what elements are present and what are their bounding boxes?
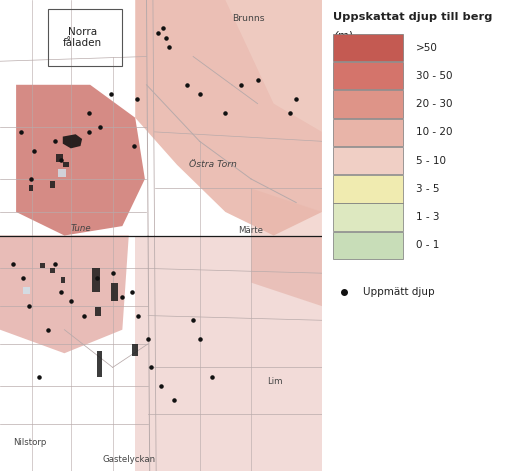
Point — [154, 29, 162, 37]
FancyBboxPatch shape — [333, 119, 404, 146]
Point — [34, 373, 43, 381]
FancyBboxPatch shape — [40, 263, 45, 268]
Text: Gastelyckan: Gastelyckan — [102, 455, 155, 464]
Point — [128, 288, 136, 296]
Polygon shape — [16, 85, 145, 236]
Point — [118, 293, 126, 300]
Point — [147, 364, 155, 371]
Point — [183, 81, 191, 89]
Text: 5 - 10: 5 - 10 — [416, 155, 446, 166]
Point — [221, 109, 229, 117]
FancyBboxPatch shape — [61, 277, 65, 283]
Point — [80, 312, 88, 319]
FancyBboxPatch shape — [333, 232, 404, 259]
Text: Brunns: Brunns — [232, 14, 265, 24]
Text: Nilstorp: Nilstorp — [13, 438, 46, 447]
Text: Norra
fåladen: Norra fåladen — [62, 27, 102, 49]
FancyBboxPatch shape — [333, 62, 404, 89]
Text: >50: >50 — [416, 42, 438, 53]
Text: Östra Torn: Östra Torn — [189, 160, 236, 170]
Polygon shape — [225, 0, 322, 132]
FancyBboxPatch shape — [92, 268, 100, 292]
Point — [134, 312, 142, 319]
Polygon shape — [135, 0, 322, 236]
FancyBboxPatch shape — [333, 90, 404, 118]
FancyBboxPatch shape — [29, 185, 33, 191]
Point — [44, 326, 52, 333]
Polygon shape — [135, 236, 322, 471]
FancyBboxPatch shape — [95, 307, 101, 316]
FancyBboxPatch shape — [63, 162, 68, 167]
Point — [108, 269, 117, 277]
FancyBboxPatch shape — [58, 169, 66, 177]
FancyBboxPatch shape — [96, 351, 102, 377]
Point — [57, 288, 65, 296]
Text: Märte: Märte — [238, 226, 263, 236]
Polygon shape — [63, 134, 82, 148]
Point — [92, 274, 100, 282]
Point — [133, 95, 141, 103]
Point — [67, 298, 75, 305]
Point — [18, 274, 26, 282]
Polygon shape — [251, 188, 322, 306]
Text: (m): (m) — [333, 31, 353, 41]
FancyBboxPatch shape — [333, 175, 404, 203]
Point — [25, 302, 33, 310]
Point — [144, 335, 152, 343]
Point — [96, 123, 104, 131]
Point — [254, 76, 262, 84]
Point — [26, 175, 34, 183]
Point — [196, 90, 204, 98]
Point — [30, 147, 38, 154]
FancyBboxPatch shape — [56, 154, 63, 162]
Text: 30 - 50: 30 - 50 — [416, 71, 453, 81]
FancyBboxPatch shape — [333, 147, 404, 174]
FancyBboxPatch shape — [333, 203, 404, 231]
FancyBboxPatch shape — [333, 34, 404, 61]
Point — [208, 373, 216, 381]
Point — [85, 109, 93, 117]
FancyBboxPatch shape — [132, 344, 138, 356]
Point — [189, 317, 197, 324]
Point — [85, 128, 93, 136]
Point — [17, 128, 25, 136]
Point — [9, 260, 17, 268]
Point — [107, 90, 115, 98]
Text: 3 - 5: 3 - 5 — [416, 184, 440, 194]
Text: 0 - 1: 0 - 1 — [416, 240, 440, 251]
Point — [286, 109, 294, 117]
Point — [157, 382, 165, 390]
Text: Tune: Tune — [70, 224, 91, 233]
Text: 10 - 20: 10 - 20 — [416, 127, 453, 138]
Point — [292, 95, 300, 103]
Point — [51, 260, 59, 268]
Text: 1 - 3: 1 - 3 — [416, 212, 440, 222]
Text: 20 - 30: 20 - 30 — [416, 99, 453, 109]
Point — [170, 397, 178, 404]
FancyBboxPatch shape — [50, 181, 55, 188]
Point — [165, 43, 173, 51]
Point — [237, 81, 245, 89]
Polygon shape — [0, 236, 129, 353]
Text: Uppskattat djup till berg: Uppskattat djup till berg — [333, 12, 492, 22]
FancyBboxPatch shape — [22, 287, 29, 294]
FancyBboxPatch shape — [111, 283, 118, 301]
FancyBboxPatch shape — [50, 268, 55, 273]
Point — [51, 138, 59, 145]
Point — [130, 142, 138, 150]
Point — [162, 34, 170, 41]
Text: Lim: Lim — [267, 377, 283, 386]
Point — [196, 335, 204, 343]
Text: Uppmätt djup: Uppmätt djup — [363, 287, 434, 297]
Point — [159, 24, 167, 32]
Point — [57, 156, 65, 164]
